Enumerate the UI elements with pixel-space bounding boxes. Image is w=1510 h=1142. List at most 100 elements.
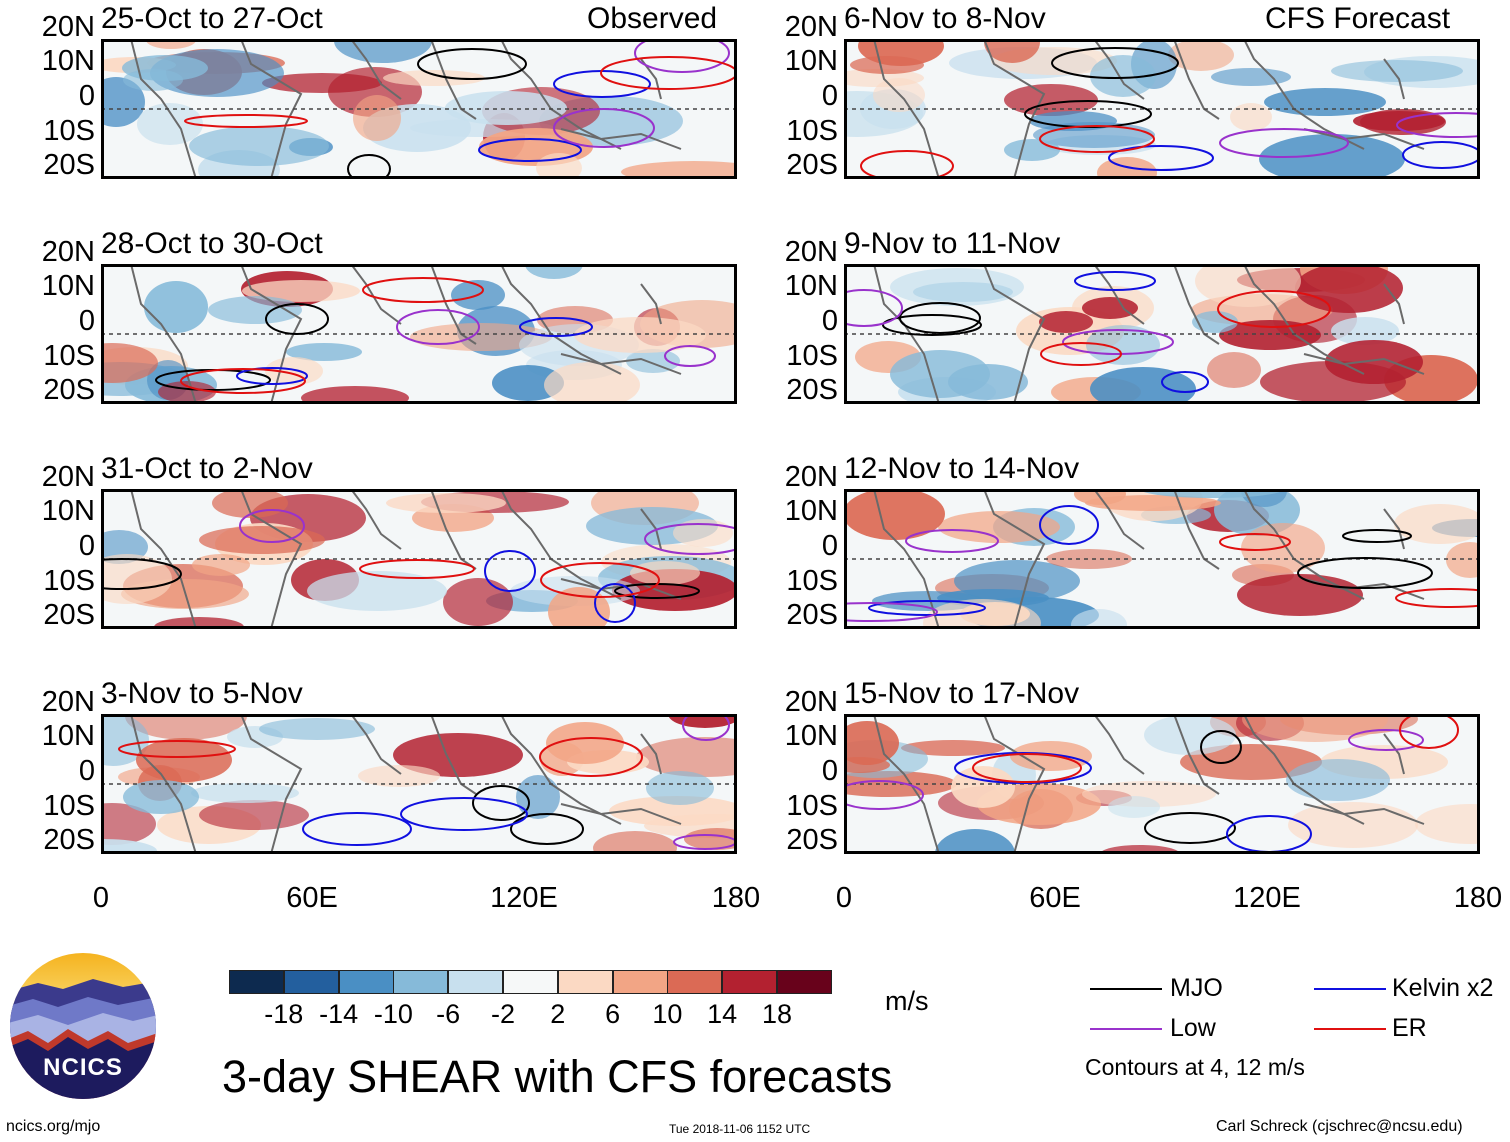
shear-anomaly-blob <box>101 803 156 845</box>
lat-label: 20N <box>784 686 838 718</box>
lat-label: 0 <box>78 80 95 112</box>
coastline <box>1243 489 1365 600</box>
shear-anomaly-blob <box>1331 60 1463 82</box>
shear-anomaly-blob <box>1446 542 1480 578</box>
lat-label: 20N <box>41 11 95 43</box>
shear-anomaly-blob <box>984 39 1040 63</box>
shear-anomaly-blob <box>1331 317 1399 345</box>
legend-label-er: ER <box>1392 1014 1427 1042</box>
coastline <box>240 39 303 179</box>
shear-anomaly-blob <box>125 714 247 740</box>
kelvin-contour <box>1039 505 1099 545</box>
logo-text: NCICS <box>43 1054 123 1081</box>
lat-label: 20N <box>784 236 838 268</box>
kelvin-contour <box>1108 145 1214 171</box>
coastline <box>500 39 622 150</box>
shear-anomaly-blob <box>1168 39 1234 71</box>
colorbar-swatch <box>503 970 558 994</box>
shear-anomaly-blob <box>122 55 208 81</box>
shear-anomaly-blob <box>1211 68 1291 86</box>
coastline <box>1303 128 1425 150</box>
low-contour <box>844 602 938 622</box>
coastline <box>983 39 1046 179</box>
shear-field-map <box>101 489 737 629</box>
lat-label: 0 <box>821 80 838 112</box>
kelvin-contour <box>594 583 636 623</box>
colorbar-swatch <box>393 970 449 994</box>
footer-url[interactable]: ncics.org/mjo <box>6 1118 101 1135</box>
ncics-logo: NCICS <box>8 951 158 1101</box>
shear-anomaly-blob <box>307 571 447 611</box>
kelvin-contour <box>1402 141 1480 169</box>
legend-label-kelvin: Kelvin x2 <box>1392 974 1494 1002</box>
shear-anomaly-blob <box>1046 549 1132 569</box>
panel-title: 3-Nov to 5-Nov <box>101 677 303 710</box>
lat-label: 10N <box>41 270 95 302</box>
low-contour <box>664 345 716 367</box>
shear-anomaly-blob <box>850 56 924 74</box>
map-panel <box>101 714 737 854</box>
er-contour <box>600 56 737 90</box>
shear-anomaly-blob <box>334 39 432 63</box>
shear-anomaly-blob <box>1090 55 1156 97</box>
shear-anomaly-blob <box>259 718 375 740</box>
er-contour <box>1217 290 1331 328</box>
colorbar-swatch <box>557 970 613 994</box>
colorbar-swatch <box>338 970 394 994</box>
coastline <box>1243 39 1365 150</box>
lat-label: 10N <box>784 270 838 302</box>
colorbar-label: 2 <box>550 999 566 1029</box>
shear-anomaly-blob <box>1325 340 1423 384</box>
coastline <box>640 733 662 775</box>
shear-anomaly-blob <box>189 126 329 166</box>
shear-anomaly-blob <box>1394 504 1480 544</box>
coastline <box>130 39 197 179</box>
shear-anomaly-blob <box>136 738 232 782</box>
shear-anomaly-blob <box>1192 311 1238 333</box>
shear-anomaly-blob <box>137 103 203 145</box>
shear-anomaly-blob <box>844 489 945 540</box>
coastline <box>500 714 622 825</box>
coastline <box>350 489 402 550</box>
lon-label-120e: 120E <box>490 882 558 914</box>
er-contour <box>1399 714 1459 749</box>
colorbar-label: 14 <box>707 999 738 1029</box>
logo-graphic <box>10 953 156 1099</box>
er-contour <box>1395 588 1480 608</box>
shear-anomaly-blob <box>101 554 172 604</box>
lat-label: 0 <box>78 530 95 562</box>
coastline <box>1173 264 1220 345</box>
legend-label-low: Low <box>1170 1014 1216 1042</box>
mjo-contour <box>472 785 530 821</box>
mjo-contour <box>265 303 329 335</box>
shear-anomaly-blob <box>1090 367 1196 404</box>
shear-anomaly-blob <box>286 343 362 361</box>
panel-title: 31-Oct to 2-Nov <box>101 452 313 485</box>
legend-line-kelvin <box>1314 988 1386 990</box>
shear-anomaly-blob <box>158 381 216 403</box>
shear-field-map <box>844 39 1480 179</box>
shear-anomaly-blob <box>948 364 1028 400</box>
shear-anomaly-blob <box>443 578 513 626</box>
lat-label: 10S <box>786 790 838 822</box>
shear-anomaly-blob <box>386 493 506 513</box>
er-contour <box>1040 342 1122 366</box>
legend-line-er <box>1314 1028 1386 1030</box>
colorbar-label: -10 <box>373 999 413 1029</box>
shear-anomaly-blob <box>636 737 737 777</box>
coastline <box>130 714 197 854</box>
lon-label-120e-right: 120E <box>1233 882 1301 914</box>
panel-title: 12-Nov to 14-Nov <box>844 452 1080 485</box>
mjo-contour <box>1297 557 1433 589</box>
shear-anomaly-blob <box>383 70 485 86</box>
shear-anomaly-blob <box>525 264 583 279</box>
shear-anomaly-blob <box>208 296 302 324</box>
lat-label: 10N <box>784 45 838 77</box>
shear-anomaly-blob <box>890 268 1024 306</box>
lat-label: 10S <box>43 115 95 147</box>
low-contour <box>905 529 999 553</box>
lat-label: 0 <box>821 530 838 562</box>
coastline <box>1243 264 1365 375</box>
shear-anomaly-blob <box>144 281 208 333</box>
map-panel <box>844 39 1480 179</box>
